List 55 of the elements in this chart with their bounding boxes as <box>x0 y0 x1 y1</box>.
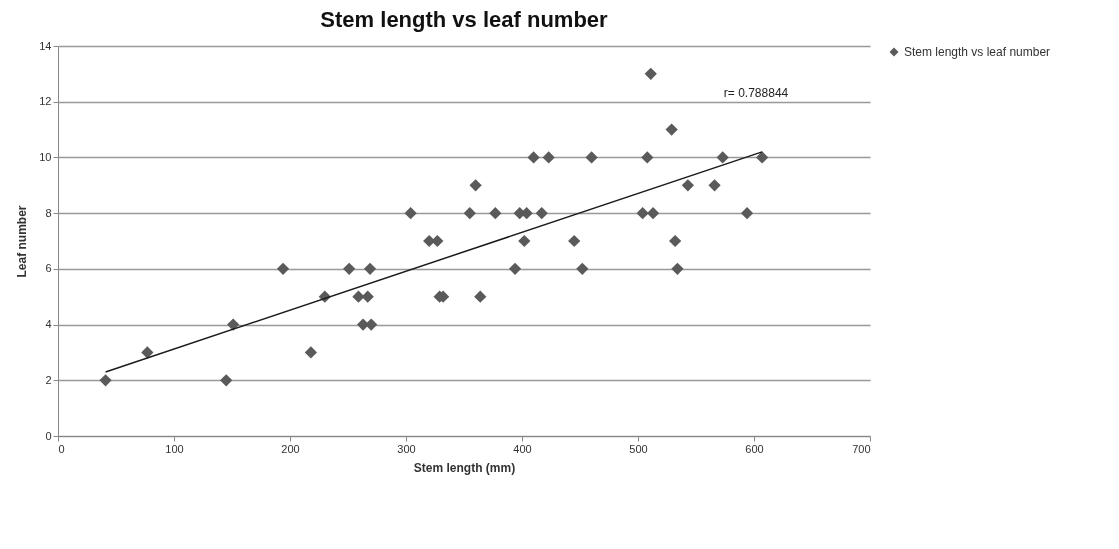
point <box>708 179 721 192</box>
point <box>740 207 754 220</box>
point <box>576 262 589 275</box>
point <box>276 262 290 275</box>
point <box>431 234 444 248</box>
point <box>527 151 540 164</box>
x-tick-label: 400 <box>513 442 532 455</box>
point <box>404 207 417 220</box>
point <box>99 374 112 387</box>
point <box>542 151 555 164</box>
point <box>636 207 649 220</box>
x-tick-label: 0 <box>58 442 65 455</box>
point <box>518 234 531 248</box>
point <box>681 179 694 192</box>
point <box>665 123 678 136</box>
point <box>343 262 356 275</box>
y-tick-label: 0 <box>45 429 52 442</box>
y-tick-label: 12 <box>39 95 52 108</box>
y-axis-title: Leaf number <box>15 205 30 278</box>
x-tick-label: 300 <box>397 442 416 455</box>
point <box>585 151 598 164</box>
legend-label: Stem length vs leaf number <box>904 45 1051 59</box>
y-tick-label: 14 <box>39 39 52 52</box>
x-axis-title: Stem length (mm) <box>413 460 516 475</box>
point <box>463 207 476 220</box>
point <box>227 318 240 331</box>
point <box>304 346 317 359</box>
chart-title: Stem length vs leaf number <box>320 7 609 32</box>
x-tick-label: 700 <box>852 442 871 455</box>
point <box>474 290 487 303</box>
point <box>646 207 660 220</box>
point <box>535 207 548 220</box>
y-tick-label: 6 <box>45 262 52 275</box>
x-tick-label: 200 <box>281 442 300 455</box>
point <box>641 151 654 164</box>
y-tick-label: 8 <box>45 206 52 219</box>
x-tick-label: 600 <box>745 442 764 455</box>
point <box>669 234 682 248</box>
x-tick-label: 500 <box>629 442 648 455</box>
x-tick-label: 100 <box>165 442 184 455</box>
y-tick-label: 10 <box>39 150 52 163</box>
point <box>716 151 729 164</box>
y-tick-label: 2 <box>45 373 52 386</box>
point <box>141 346 154 359</box>
point <box>671 262 684 275</box>
point <box>469 179 482 192</box>
point <box>489 207 502 220</box>
point <box>756 151 769 164</box>
y-tick-label: 4 <box>45 318 52 331</box>
point <box>508 262 522 275</box>
annotation: r= 0.788844 <box>723 85 789 100</box>
point <box>644 67 657 80</box>
point <box>568 234 581 248</box>
point <box>220 374 233 387</box>
point <box>363 262 377 275</box>
